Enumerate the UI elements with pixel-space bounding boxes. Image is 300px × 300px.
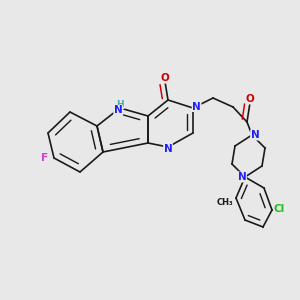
Text: O: O (246, 94, 254, 104)
Text: F: F (41, 153, 49, 163)
Text: N: N (250, 130, 260, 140)
Text: Cl: Cl (274, 204, 285, 214)
Text: N: N (114, 105, 123, 116)
Text: CH₃: CH₃ (217, 198, 234, 207)
Text: N: N (238, 172, 246, 182)
Text: O: O (160, 73, 169, 83)
Text: N: N (164, 143, 172, 154)
Text: H: H (116, 100, 124, 109)
Text: N: N (192, 101, 201, 112)
